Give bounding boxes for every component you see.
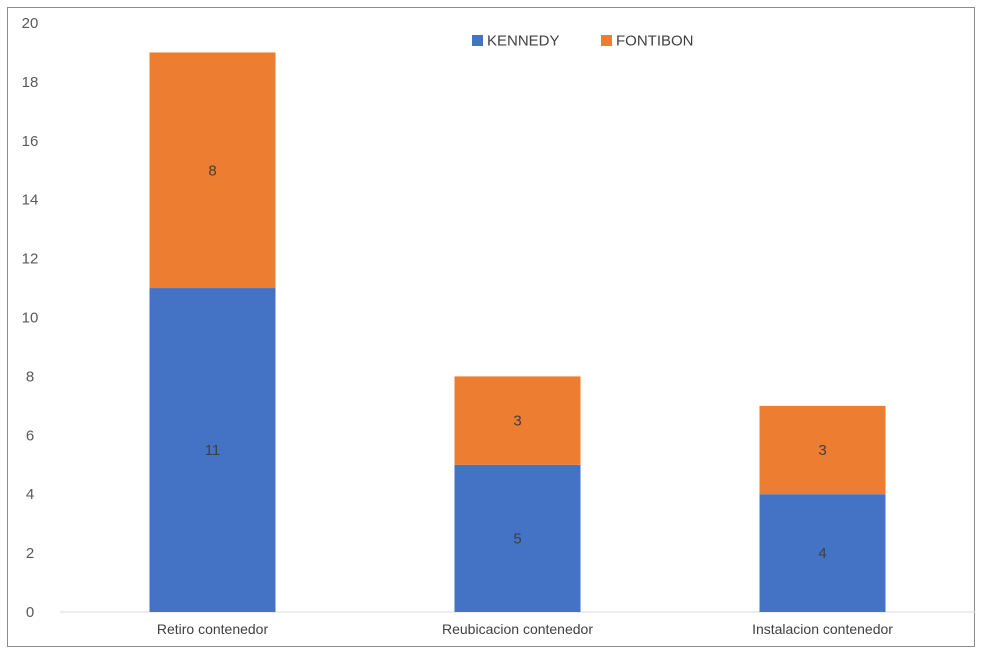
x-category-label: Retiro contenedor [157, 621, 269, 637]
y-tick-label: 20 [22, 15, 39, 32]
bar-kennedy-3 [759, 494, 886, 612]
legend-swatch-kennedy [472, 35, 483, 46]
bar-fontibon-1 [149, 52, 276, 289]
data-label: 3 [513, 413, 521, 430]
x-category-label: Reubicacion contenedor [442, 621, 593, 637]
y-tick-label: 4 [26, 486, 34, 503]
y-tick-label: 2 [26, 545, 34, 562]
y-tick-label: 0 [26, 604, 34, 621]
y-tick-label: 10 [22, 310, 39, 327]
y-tick-label: 6 [26, 427, 34, 444]
y-tick-label: 12 [22, 251, 39, 268]
legend-label: FONTIBON [616, 33, 694, 50]
bar-fontibon-2 [454, 376, 581, 465]
legend-label: KENNEDY [487, 33, 560, 50]
y-tick-label: 8 [26, 368, 34, 385]
data-label: 8 [208, 162, 216, 179]
y-tick-label: 14 [22, 192, 39, 209]
data-label: 4 [818, 545, 826, 562]
data-label: 11 [205, 442, 221, 459]
x-category-label: Instalacion contenedor [752, 621, 893, 637]
bar-kennedy-1 [149, 288, 276, 612]
data-label: 5 [513, 530, 521, 547]
data-label: 3 [818, 442, 826, 459]
bar-fontibon-3 [759, 405, 886, 495]
legend-swatch-fontibon [601, 35, 612, 46]
y-tick-label: 18 [22, 74, 39, 91]
bar-kennedy-2 [454, 464, 581, 612]
y-tick-label: 16 [22, 133, 39, 150]
